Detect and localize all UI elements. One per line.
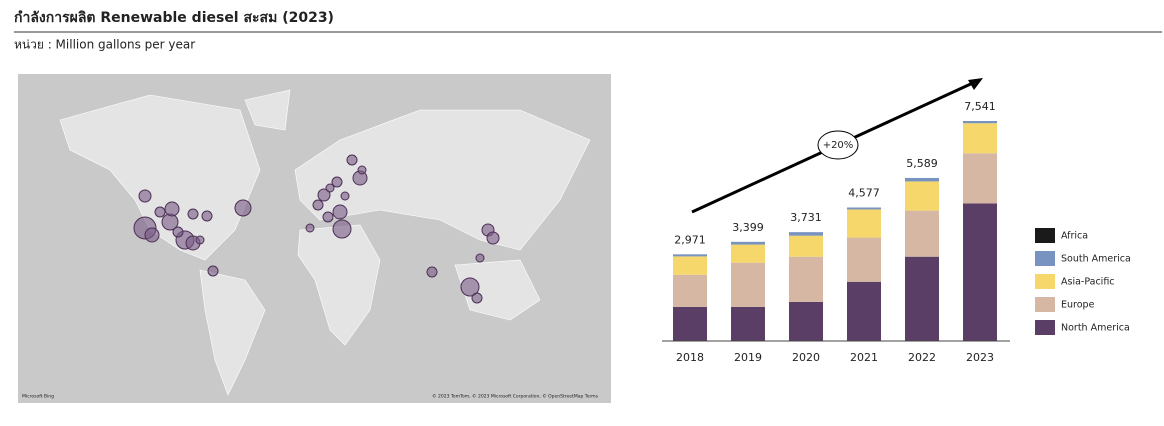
legend-swatch [1035,320,1055,335]
bar-segment [963,123,997,154]
total-label: 7,541 [964,100,996,113]
legend-label: Asia-Pacific [1061,277,1115,288]
bar-segment [673,256,707,275]
land [244,89,291,131]
x-tick-label: 2018 [676,351,704,364]
land [454,259,541,321]
bar-segment [673,274,707,307]
land [297,224,381,346]
total-label: 3,399 [732,221,764,234]
total-label: 3,731 [790,211,822,224]
x-tick-label: 2023 [966,351,994,364]
bar-segment [731,306,765,341]
bar-segment [731,244,765,263]
bar-segment [847,207,881,210]
legend-label: South America [1061,254,1131,265]
legend-swatch [1035,297,1055,312]
total-label: 4,577 [848,186,880,199]
bar-segment [963,203,997,341]
legend-swatch [1035,228,1055,243]
bar-segment [847,237,881,282]
bar-segment [905,210,939,257]
legend-swatch [1035,251,1055,266]
facility-bubbles [133,154,500,304]
bar-segment [847,209,881,238]
arrow-head [968,78,983,90]
x-tick-label: 2019 [734,351,762,364]
bar-segment [905,177,939,182]
bar-segment [789,235,823,257]
land [294,109,591,251]
legend-swatch [1035,274,1055,289]
subtitle: หน่วย : Million gallons per year [14,38,195,52]
x-tick-label: 2022 [908,351,936,364]
annotation: +20% [823,140,854,151]
x-tick-label: 2021 [850,351,878,364]
bar-segment [731,241,765,245]
map-credit: © 2023 TomTom, © 2023 Microsoft Corporat… [432,393,599,400]
bar-segment [789,256,823,302]
stacked-bar-chart: +20% [691,78,983,214]
bar-segment [673,254,707,257]
bar-segment [905,181,939,211]
legend-label: North America [1061,323,1130,334]
bar-segment [963,153,997,204]
legend-label: Africa [1061,231,1088,242]
bar-segment [847,281,881,341]
legend-label: Europe [1061,300,1095,311]
total-label: 5,589 [906,157,938,170]
bar-segment [905,256,939,341]
bar-segment [673,306,707,341]
bar-segment [789,232,823,236]
x-tick-label: 2020 [792,351,820,364]
bar-segment [789,301,823,341]
annotation-bubble [817,130,859,160]
title: กำลังการผลิต Renewable diesel สะสม (2023… [14,10,334,26]
map: Microsoft Bing © 2023 TomTom, © 2023 Mic… [18,74,611,403]
total-label: 2,971 [674,233,706,246]
bar-segment [731,262,765,307]
map-credit: Microsoft Bing [22,394,54,400]
land [199,269,266,396]
bar-segment [963,121,997,124]
